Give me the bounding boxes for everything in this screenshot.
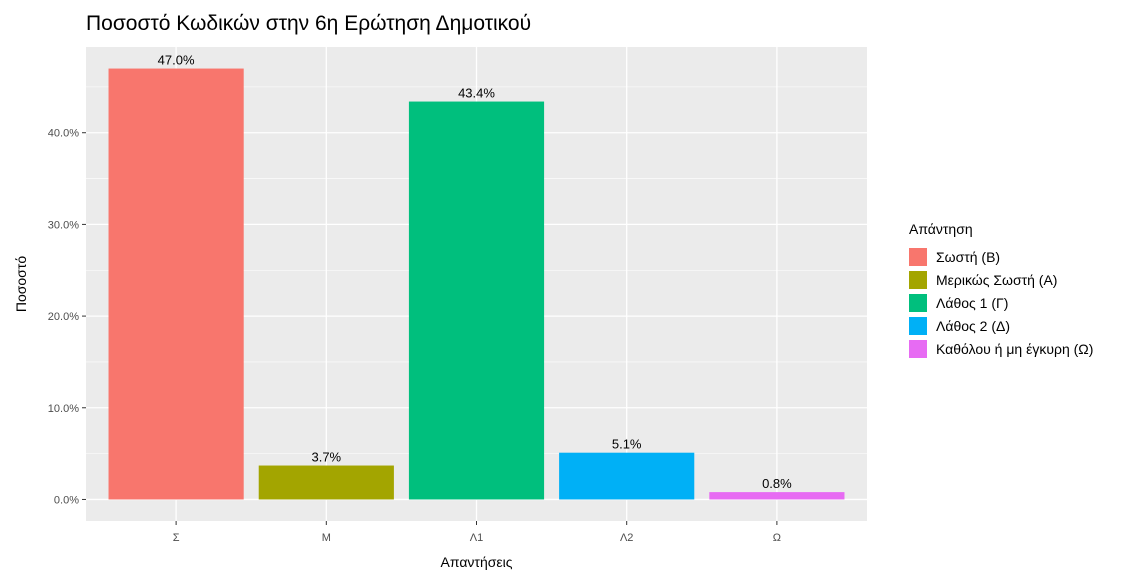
legend-key: [909, 270, 927, 289]
legend-label: Μερικώς Σωστή (Α): [936, 271, 1058, 288]
legend-title: Απάντηση: [909, 221, 973, 237]
bar-Ω: [709, 492, 845, 500]
data-label-Λ1: 43.4%: [458, 86, 495, 101]
legend-key: [909, 316, 927, 335]
y-tick-label: 40.0%: [48, 128, 79, 140]
legend-label: Καθόλου ή μη έγκυρη (Ω): [936, 340, 1094, 357]
bar-Μ: [258, 465, 394, 500]
legend-key: [909, 339, 927, 358]
data-label-Λ2: 5.1%: [612, 437, 642, 452]
legend-label: Λάθος 1 (Γ): [936, 294, 1009, 311]
x-tick-label-Λ1: Λ1: [470, 532, 483, 544]
legend-item: Καθόλου ή μη έγκυρη (Ω): [909, 337, 1093, 360]
y-tick-label: 20.0%: [48, 311, 79, 323]
chart-title: Ποσοστό Κωδικών στην 6η Ερώτηση Δημοτικο…: [86, 12, 532, 35]
legend-label: Σωστή (Β): [936, 248, 1001, 265]
y-tick-label: 10.0%: [48, 403, 79, 415]
data-label-Μ: 3.7%: [311, 450, 341, 465]
x-tick-label-Σ: Σ: [173, 532, 180, 544]
legend: Απάντηση Σωστή (Β) Μερικώς Σωστή (Α) Λάθος…: [909, 221, 1093, 360]
data-label-Ω: 0.8%: [762, 476, 792, 491]
y-axis-title: Ποσοστό: [13, 256, 29, 312]
bar-Λ1: [408, 101, 545, 500]
legend-item: Λάθος 1 (Γ): [909, 291, 1093, 314]
legend-key: [909, 293, 927, 312]
x-tick-label-Μ: Μ: [322, 532, 331, 544]
bar-Σ: [108, 68, 244, 500]
legend-item: Σωστή (Β): [909, 245, 1093, 268]
legend-item: Μερικώς Σωστή (Α): [909, 268, 1093, 291]
x-tick-label-Ω: Ω: [773, 532, 781, 544]
bar-Λ2: [559, 452, 695, 500]
y-tick-label: 0.0%: [54, 494, 79, 506]
legend-item: Λάθος 2 (Δ): [909, 314, 1093, 337]
legend-label: Λάθος 2 (Δ): [936, 317, 1011, 334]
x-tick-label-Λ2: Λ2: [620, 532, 633, 544]
data-label-Σ: 47.0%: [158, 53, 195, 68]
legend-key: [909, 247, 927, 266]
y-tick-label: 30.0%: [48, 219, 79, 231]
x-axis-title: Απαντήσεις: [441, 554, 513, 570]
